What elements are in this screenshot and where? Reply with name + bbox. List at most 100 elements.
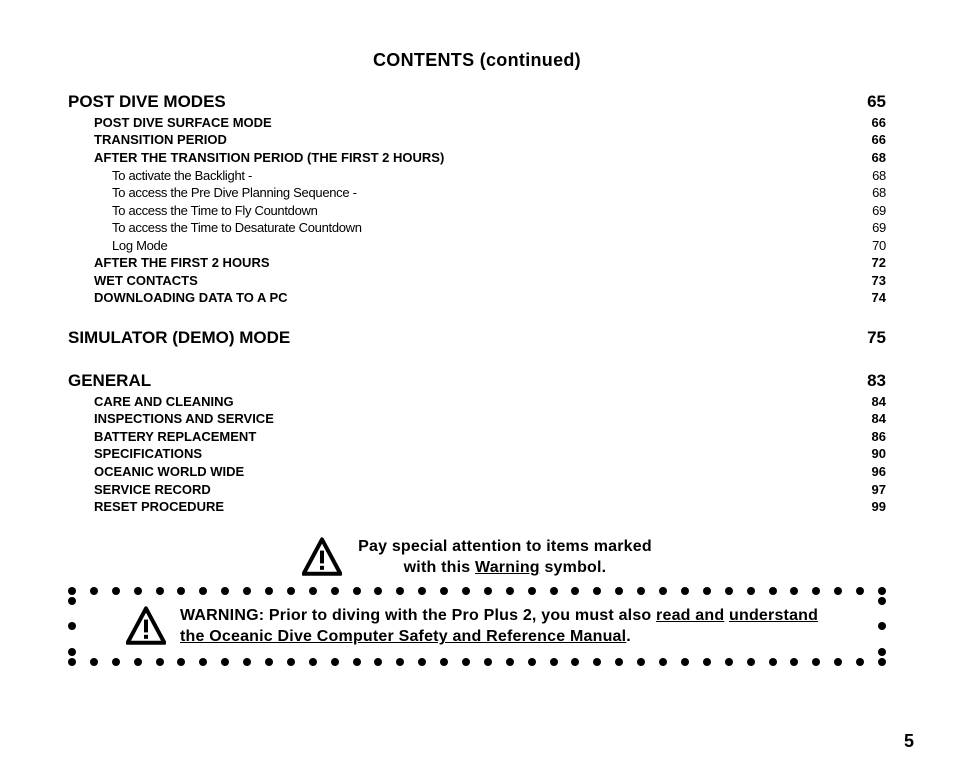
toc-entry-page: 66 [868, 131, 886, 149]
toc-entry-page: 69 [868, 202, 886, 220]
toc-entry-page: 97 [868, 481, 886, 499]
toc-entry: TRANSITION PERIOD 66 [68, 131, 886, 149]
border-dot [615, 587, 623, 595]
toc-entry-page: 68 [868, 149, 886, 167]
warning-u1: read and [656, 607, 724, 624]
toc-entry-page: 83 [861, 370, 886, 393]
border-dot [878, 648, 886, 656]
border-dot [353, 587, 361, 595]
toc-entry: AFTER THE TRANSITION PERIOD (THE FIRST 2… [68, 149, 886, 167]
warning-inner: WARNING: Prior to diving with the Pro Pl… [96, 605, 858, 648]
border-dot [374, 587, 382, 595]
border-dot [528, 587, 536, 595]
toc-entry-page: 70 [868, 237, 886, 255]
toc-entry-label: CARE AND CLEANING [94, 393, 234, 411]
toc-entry-label: To access the Time to Desaturate Countdo… [112, 219, 362, 237]
border-dot [856, 587, 864, 595]
border-dot [550, 587, 558, 595]
toc-entry: SIMULATOR (DEMO) MODE 75 [68, 327, 886, 350]
toc-entry: POST DIVE MODES 65 [68, 91, 886, 114]
border-dot [506, 587, 514, 595]
border-dot [703, 587, 711, 595]
toc-section: POST DIVE MODES 65POST DIVE SURFACE MODE… [68, 91, 886, 307]
toc-entry: To access the Pre Dive Planning Sequence… [68, 184, 886, 202]
border-dot [550, 658, 558, 666]
page: CONTENTS (continued) POST DIVE MODES 65P… [0, 0, 954, 764]
border-dot [462, 587, 470, 595]
toc-entry: To access the Time to Fly Countdown 69 [68, 202, 886, 220]
toc-entry-label: OCEANIC WORLD WIDE [94, 463, 244, 481]
border-dot [177, 587, 185, 595]
border-dot [725, 587, 733, 595]
border-dot [571, 658, 579, 666]
border-dot [484, 587, 492, 595]
toc-entry: Log Mode 70 [68, 237, 886, 255]
toc-entry-page: 68 [868, 184, 886, 202]
toc-entry: GENERAL 83 [68, 370, 886, 393]
border-dot [571, 587, 579, 595]
border-dot [856, 658, 864, 666]
border-dot [199, 587, 207, 595]
border-dot [396, 658, 404, 666]
toc-section: GENERAL 83CARE AND CLEANING 84 INSPECTION… [68, 370, 886, 516]
toc-section: SIMULATOR (DEMO) MODE 75 [68, 327, 886, 350]
border-dot [878, 597, 886, 605]
toc-entry: RESET PROCEDURE 99 [68, 498, 886, 516]
border-dot [68, 622, 76, 630]
toc-entry: WET CONTACTS 73 [68, 272, 886, 290]
toc-entry-label: Log Mode [112, 237, 167, 255]
toc-entry-page: 72 [868, 254, 886, 272]
border-dot [659, 658, 667, 666]
border-dot [725, 658, 733, 666]
border-dot [309, 658, 317, 666]
border-dot [790, 658, 798, 666]
border-dot [878, 658, 886, 666]
border-dot [418, 587, 426, 595]
dot-border-left [68, 597, 76, 656]
toc-entry-page: 73 [868, 272, 886, 290]
toc-entry-label: To access the Time to Fly Countdown [112, 202, 318, 220]
border-dot [769, 658, 777, 666]
toc-entry-label: To activate the Backlight - [112, 167, 252, 185]
warning-box: WARNING: Prior to diving with the Pro Pl… [68, 587, 886, 666]
border-dot [659, 587, 667, 595]
border-dot [265, 658, 273, 666]
toc-entry-label: INSPECTIONS AND SERVICE [94, 410, 274, 428]
border-dot [287, 658, 295, 666]
border-dot [593, 658, 601, 666]
dot-border-top [68, 587, 886, 595]
border-dot [812, 658, 820, 666]
border-dot [812, 587, 820, 595]
warning-triangle-icon [302, 537, 342, 577]
toc-entry-page: 66 [868, 114, 886, 132]
border-dot [637, 587, 645, 595]
border-dot [331, 587, 339, 595]
border-dot [243, 658, 251, 666]
dot-border-right [878, 597, 886, 656]
warning-triangle-icon [126, 606, 166, 646]
toc-entry-page: 84 [868, 393, 886, 411]
border-dot [90, 587, 98, 595]
border-dot [440, 587, 448, 595]
border-dot [681, 587, 689, 595]
border-dot [396, 587, 404, 595]
border-dot [221, 658, 229, 666]
toc-entry-label: RESET PROCEDURE [94, 498, 224, 516]
border-dot [878, 622, 886, 630]
toc-entry: DOWNLOADING DATA TO A PC 74 [68, 289, 886, 307]
border-dot [440, 658, 448, 666]
border-dot [265, 587, 273, 595]
toc-entry-label: DOWNLOADING DATA TO A PC [94, 289, 288, 307]
border-dot [68, 648, 76, 656]
attention-line2-pre: with this [404, 559, 475, 576]
toc-entry-label: AFTER THE TRANSITION PERIOD (THE FIRST 2… [94, 149, 444, 167]
toc-entry-page: 86 [868, 428, 886, 446]
toc-entry-label: BATTERY REPLACEMENT [94, 428, 256, 446]
border-dot [287, 587, 295, 595]
border-dot [309, 587, 317, 595]
toc-entry: To access the Time to Desaturate Countdo… [68, 219, 886, 237]
toc-entry-label: To access the Pre Dive Planning Sequence… [112, 184, 357, 202]
toc-entry: AFTER THE FIRST 2 HOURS 72 [68, 254, 886, 272]
border-dot [484, 658, 492, 666]
attention-line2-underline: Warning [475, 559, 540, 576]
